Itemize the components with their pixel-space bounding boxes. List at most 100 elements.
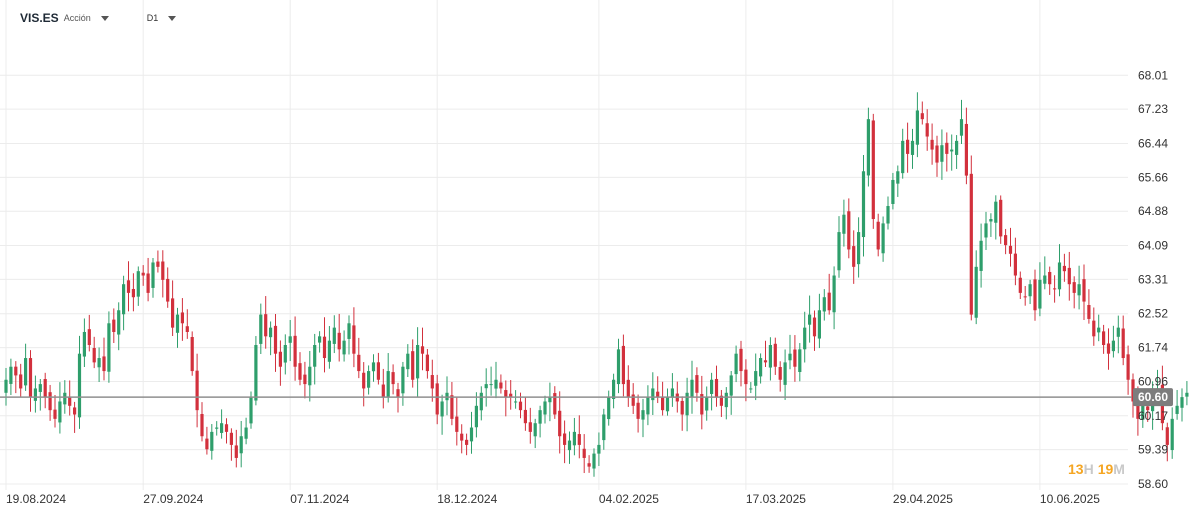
candle-body: [656, 391, 660, 398]
candle-body: [435, 383, 439, 415]
candle-body: [77, 353, 82, 418]
candle-body: [224, 424, 229, 432]
candle-down: [357, 337, 361, 379]
candle-body: [612, 379, 616, 399]
candle-body: [866, 119, 870, 176]
candle-up: [479, 386, 483, 421]
y-tick-label: 68.01: [1138, 68, 1168, 82]
candle-up: [915, 92, 919, 158]
candle-body: [665, 397, 670, 412]
candle-body: [4, 379, 8, 393]
candle-down: [1048, 266, 1052, 295]
candle-countdown: 13 H 19 M: [1068, 461, 1129, 477]
candle-body: [690, 379, 694, 398]
candle-up: [984, 211, 988, 250]
candle-up: [592, 448, 596, 477]
candle-down: [278, 340, 282, 386]
candle-down: [352, 307, 356, 368]
candle-body: [847, 211, 851, 250]
candle-body: [175, 314, 180, 333]
candle-down: [930, 123, 934, 165]
candle-down: [871, 113, 875, 229]
candle-body: [499, 382, 503, 389]
candle-body: [82, 331, 86, 357]
candle-body: [729, 375, 733, 396]
candle-down: [126, 261, 131, 312]
y-tick-label: 60.96: [1138, 374, 1168, 388]
y-tick-label: 64.88: [1138, 204, 1168, 218]
candle-up: [489, 366, 493, 396]
candle-down: [621, 334, 625, 397]
candle-body: [430, 375, 434, 389]
candle-down: [1062, 253, 1066, 282]
candle-up: [685, 377, 689, 432]
candle-body: [1116, 327, 1120, 337]
candle-down: [1013, 237, 1017, 286]
candle-body: [352, 325, 356, 354]
candle-body: [979, 240, 983, 271]
candle-body: [259, 314, 263, 344]
candle-body: [661, 397, 665, 411]
timeframe-label[interactable]: D1: [146, 13, 159, 23]
candle-down: [1023, 285, 1027, 306]
candle-down: [1072, 276, 1076, 309]
candle-body: [1165, 427, 1169, 445]
candle-body: [852, 246, 856, 267]
candle-body: [141, 272, 145, 276]
candle-body: [553, 393, 557, 415]
candle-body: [582, 448, 586, 458]
candle-body: [450, 395, 454, 419]
candle-down: [631, 383, 635, 414]
candle-down: [73, 401, 77, 433]
candle-down: [141, 265, 145, 286]
candle-up: [543, 395, 547, 424]
candle-up: [602, 408, 606, 450]
candle-body: [1023, 296, 1027, 298]
candle-up: [955, 135, 959, 169]
candle-down: [964, 107, 968, 185]
candle-down: [695, 367, 699, 402]
candle-body: [964, 123, 968, 176]
candle-body: [19, 374, 23, 389]
candle-down: [582, 434, 586, 474]
candle-body: [871, 120, 875, 220]
candle-body: [87, 329, 91, 346]
candle-body: [1018, 277, 1022, 293]
candle-body: [817, 310, 821, 339]
x-tick-label: 04.02.2025: [599, 492, 659, 506]
candle-body: [695, 375, 699, 393]
candle-body: [1043, 275, 1047, 284]
candle-body: [719, 395, 723, 406]
candle-body: [484, 384, 488, 389]
y-tick-label: 64.09: [1138, 239, 1168, 253]
candle-body: [269, 327, 273, 338]
candle-down: [719, 389, 723, 417]
candle-down: [1018, 271, 1022, 300]
candle-down: [19, 363, 23, 398]
candle-down: [455, 397, 459, 446]
candle-body: [651, 388, 655, 401]
candle-body: [381, 384, 385, 398]
candle-body: [984, 223, 988, 238]
candle-up: [670, 373, 674, 407]
candle-body: [156, 261, 160, 267]
candle-up: [416, 327, 420, 398]
candle-body: [249, 397, 253, 424]
candle-up: [749, 382, 753, 394]
symbol-label[interactable]: VIS.ES: [20, 11, 59, 25]
candle-down: [558, 391, 562, 454]
candle-down: [131, 273, 135, 312]
candle-body: [518, 401, 523, 411]
timeframe-dropdown-icon[interactable]: [168, 15, 177, 21]
candle-body: [999, 199, 1003, 237]
symbol-dropdown-icon[interactable]: [100, 15, 109, 21]
candle-body: [812, 317, 817, 337]
candle-down: [1087, 289, 1091, 324]
candle-up: [33, 375, 37, 413]
candle-down: [999, 195, 1003, 244]
candle-down: [273, 313, 278, 372]
candle-up: [857, 217, 861, 278]
candle-body: [509, 393, 513, 398]
candle-body: [759, 358, 763, 377]
